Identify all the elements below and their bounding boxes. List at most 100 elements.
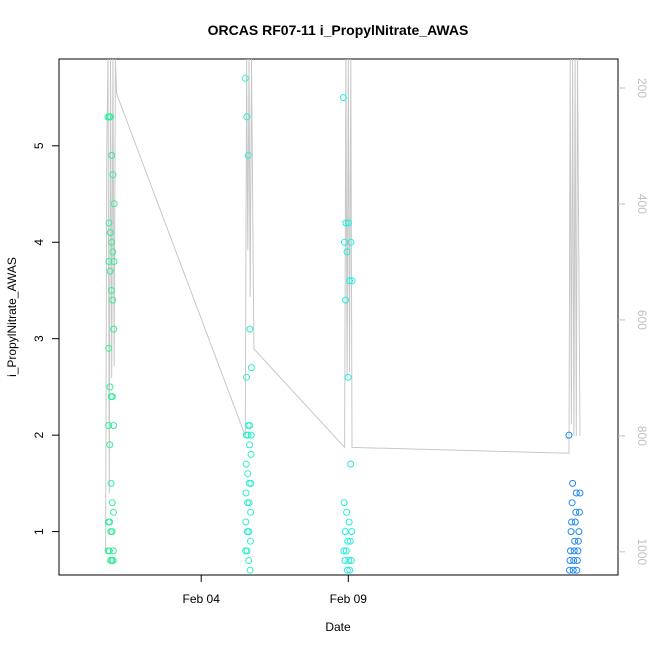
data-point xyxy=(242,460,250,468)
data-point xyxy=(108,499,116,507)
y-tick-label: 2 xyxy=(32,431,46,438)
data-point xyxy=(109,557,117,564)
y2-tick-label: 600 xyxy=(635,310,649,330)
data-point xyxy=(343,248,351,256)
pressure-trace xyxy=(105,58,581,552)
data-point xyxy=(343,508,351,516)
data-point xyxy=(570,547,578,555)
data-point xyxy=(348,528,356,536)
data-point xyxy=(247,450,255,458)
data-point xyxy=(107,287,115,294)
data-point xyxy=(344,537,352,545)
data-point xyxy=(346,277,353,285)
data-point xyxy=(567,528,575,536)
data-point xyxy=(110,508,117,516)
data-points xyxy=(104,74,584,574)
data-point xyxy=(343,566,351,574)
data-point xyxy=(110,200,118,208)
data-point xyxy=(341,528,349,536)
data-point xyxy=(109,248,117,256)
data-point xyxy=(243,113,251,121)
data-point xyxy=(572,489,580,497)
data-point xyxy=(110,422,118,429)
data-point xyxy=(245,499,253,507)
data-point xyxy=(244,151,252,159)
y-tick-label: 1 xyxy=(32,528,46,535)
y2-tick-label: 800 xyxy=(635,426,649,446)
data-point xyxy=(571,518,579,526)
data-point xyxy=(339,94,347,102)
pressure-line xyxy=(105,58,581,552)
data-point xyxy=(107,113,114,121)
data-point xyxy=(105,219,113,227)
data-point xyxy=(346,566,354,574)
data-point xyxy=(567,547,574,555)
data-point xyxy=(246,566,254,574)
data-point xyxy=(242,489,250,497)
data-point xyxy=(574,547,582,555)
data-point xyxy=(107,479,115,487)
data-point xyxy=(245,557,253,564)
data-point xyxy=(571,537,579,545)
data-point xyxy=(346,537,354,545)
data-point xyxy=(569,479,577,487)
y2-tick-label: 1000 xyxy=(635,538,649,565)
data-point xyxy=(243,373,251,381)
y-axis-label: i_PropylNitrate_AWAS xyxy=(5,257,19,377)
x-tick-label: Feb 04 xyxy=(183,592,221,606)
data-point xyxy=(110,258,118,265)
data-point xyxy=(574,537,582,545)
data-point xyxy=(108,528,116,536)
data-point xyxy=(105,258,113,265)
data-point xyxy=(341,238,348,246)
data-point xyxy=(344,219,352,227)
data-point xyxy=(340,547,348,555)
data-point xyxy=(342,547,350,555)
y-tick-label: 3 xyxy=(32,335,46,342)
data-point xyxy=(575,528,583,536)
data-point xyxy=(247,431,255,439)
data-point xyxy=(566,566,573,574)
data-point xyxy=(569,566,577,574)
data-point xyxy=(106,518,114,526)
data-point xyxy=(105,422,113,429)
data-point xyxy=(570,557,578,564)
data-point xyxy=(246,422,254,429)
data-point xyxy=(566,557,574,564)
x-axis-label: Date xyxy=(325,620,351,634)
chart-title: ORCAS RF07-11 i_PropylNitrate_AWAS xyxy=(208,22,469,38)
data-point xyxy=(110,325,118,333)
data-point xyxy=(342,219,350,227)
data-point xyxy=(568,499,576,507)
data-point xyxy=(241,74,249,82)
data-point xyxy=(108,393,116,401)
data-point xyxy=(108,151,116,159)
data-point xyxy=(247,479,255,487)
data-point xyxy=(243,547,251,555)
data-point xyxy=(573,557,581,564)
data-point xyxy=(572,508,580,516)
data-point xyxy=(106,267,114,275)
data-point xyxy=(109,296,117,304)
data-point xyxy=(576,508,583,516)
data-point xyxy=(342,296,349,304)
data-point xyxy=(246,537,254,545)
data-point xyxy=(105,547,113,555)
data-point xyxy=(345,557,353,564)
data-point xyxy=(244,470,252,478)
data-point xyxy=(106,383,114,391)
data-point xyxy=(565,431,573,439)
y-tick-label: 5 xyxy=(32,142,46,149)
data-point xyxy=(348,277,356,285)
x-tick-label: Feb 09 xyxy=(330,592,368,606)
data-point xyxy=(340,499,348,507)
data-point xyxy=(573,566,581,574)
data-point xyxy=(106,441,114,449)
data-point xyxy=(108,238,115,246)
data-point xyxy=(344,373,352,381)
data-point xyxy=(576,489,584,497)
data-point xyxy=(246,441,253,449)
plot-frame xyxy=(58,58,619,576)
y2-tick-label: 200 xyxy=(635,78,649,98)
